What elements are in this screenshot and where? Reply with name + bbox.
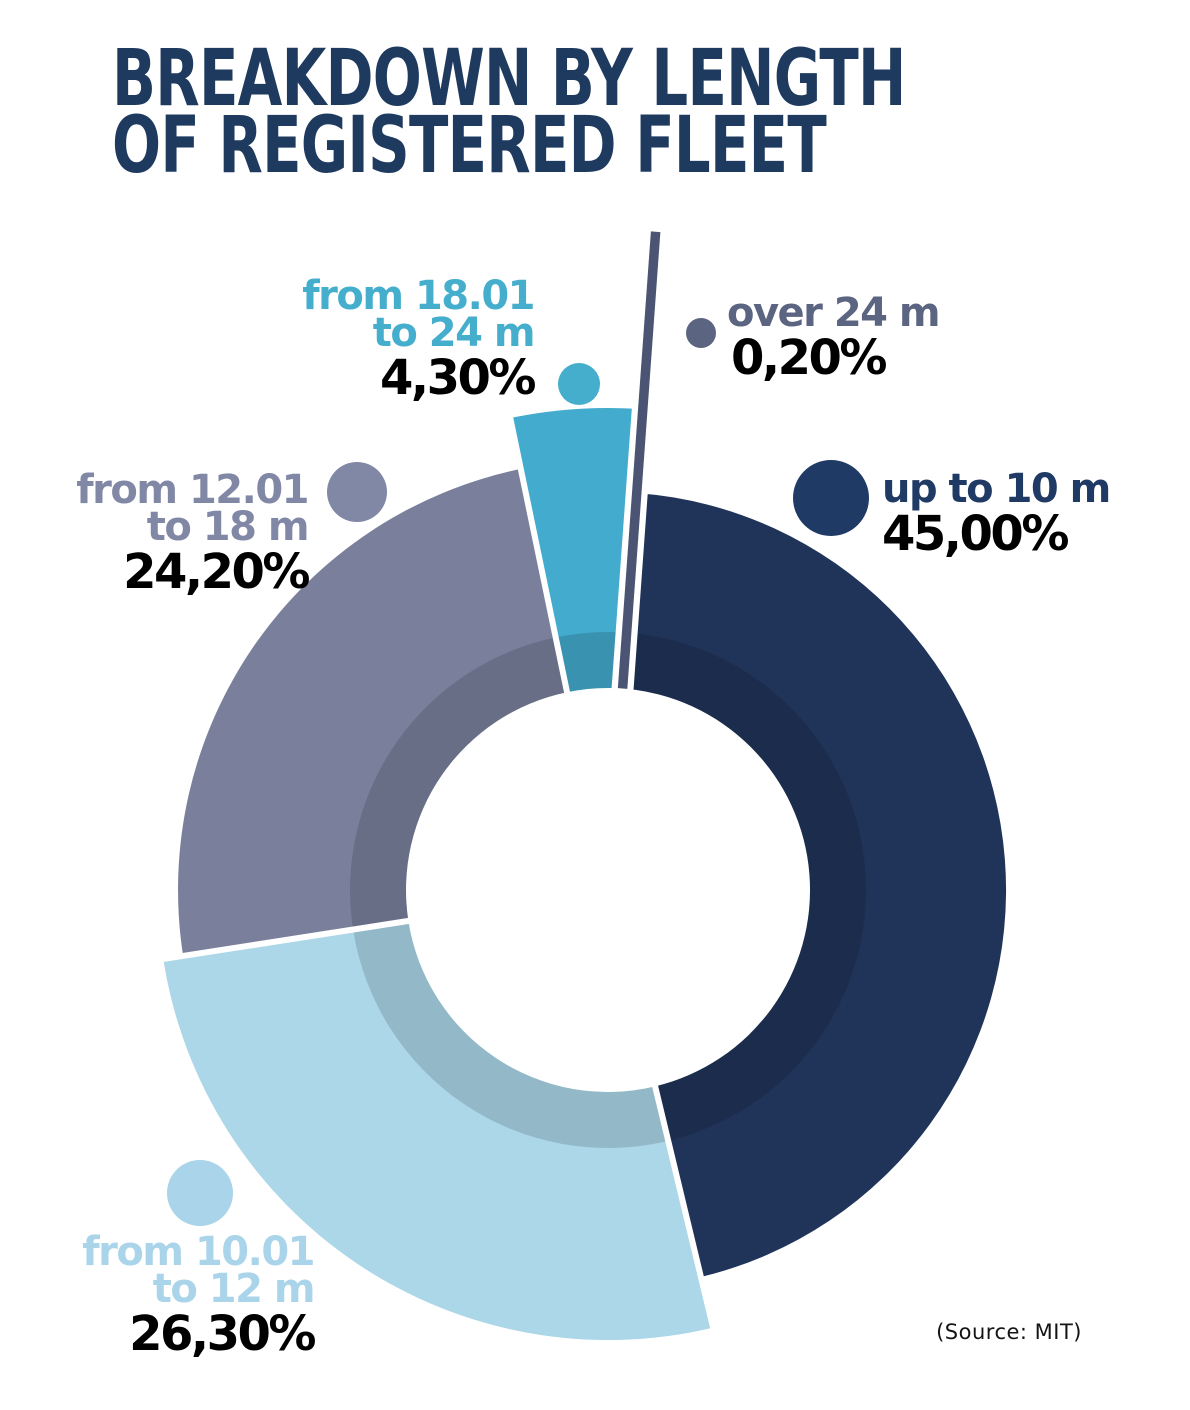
callout-label: to 24 m [372,310,536,356]
callout-from-10-01-to-12m: from 10.01 to 12 m 26,30% [80,1229,316,1362]
callout-percent: 4,30% [379,350,537,406]
legend-dot-from-10-01-to-12-m [167,1160,233,1226]
slice-from-12-01-to-18-m [178,468,567,956]
legend-dot-up-to-10-m [793,460,869,536]
slice-separator [505,407,572,700]
callout-percent: 45,00% [882,506,1069,562]
source-note: (Source: MIT) [936,1320,1082,1344]
slice-over-24-m [617,231,661,689]
callout-label: up to 10 m [882,466,1111,512]
page-title-line1: BREAKDOWN BY LENGTH [112,34,906,124]
callout-label: to 18 m [146,504,310,550]
callout-label: to 12 m [152,1266,316,1312]
callout-from-18-01-to-24m: from 18.01 to 24 m 4,30% [298,273,537,406]
callout-from-12-01-to-18m: from 12.01 to 18 m 24,20% [76,467,310,600]
page-title: BREAKDOWN BY LENGTH OF REGISTERED FLEET [112,34,906,191]
slice-inner-shade [555,632,625,693]
legend-dot-over-24-m [686,318,716,348]
callout-label: from 12.01 [76,467,309,513]
callout-label: from 10.01 [82,1229,315,1275]
slice-inner-shade [353,921,669,1149]
callout-over-24m: over 24 m 0,20% [727,290,941,386]
callout-up-to-10m: up to 10 m 45,00% [882,466,1111,562]
callout-percent: 0,20% [731,330,888,386]
slice-separator [650,1078,719,1340]
slice-inner-shade [623,632,867,1141]
slice-from-10-01-to-12-m [163,921,714,1341]
callout-label: over 24 m [727,290,941,336]
slice-up-to-10-m [623,493,1007,1277]
slice-from-18-01-to-24-m [510,407,640,693]
slice-separator [151,916,416,964]
callout-percent: 26,30% [129,1306,316,1362]
callout-percent: 24,20% [123,544,310,600]
page-title-line2: OF REGISTERED FLEET [112,101,827,191]
callout-label: from 18.01 [302,273,535,319]
legend-dot-from-12-01-to-18-m [327,462,387,522]
legend-dot-from-18-01-to-24-m [558,363,600,405]
slice-inner-shade [350,637,567,930]
